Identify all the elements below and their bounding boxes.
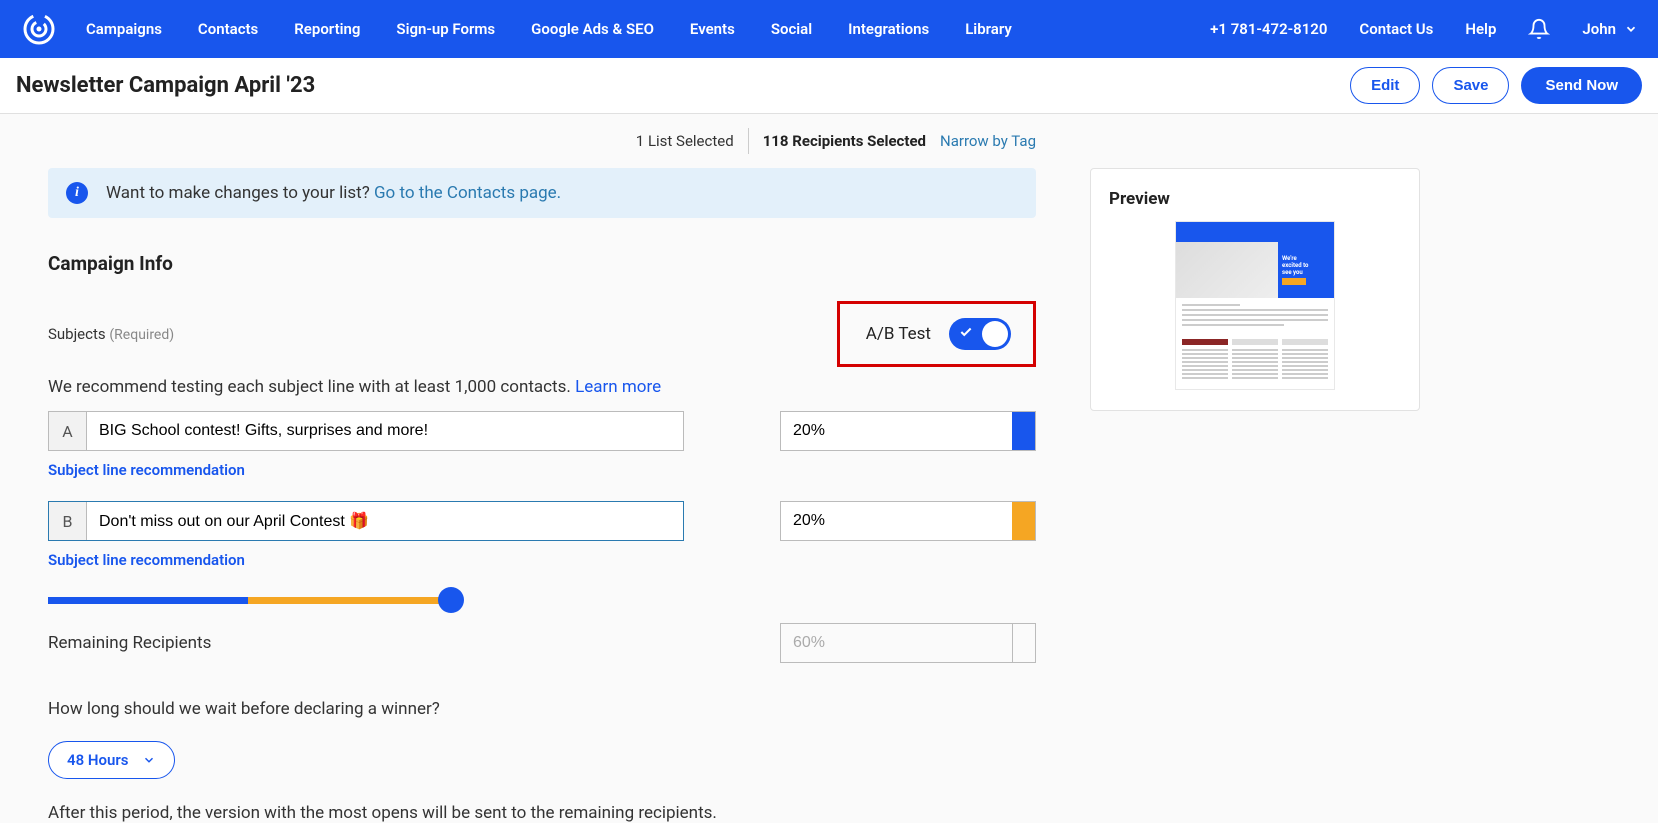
remaining-swatch	[1012, 624, 1035, 662]
winner-after-text: After this period, the version with the …	[48, 803, 1036, 823]
logo-icon[interactable]	[20, 10, 58, 48]
subject-b-percent-wrap	[780, 501, 1036, 541]
nav-help[interactable]: Help	[1465, 20, 1496, 38]
narrow-by-tag-link[interactable]: Narrow by Tag	[940, 132, 1036, 150]
info-text-prefix: Want to make changes to your list?	[106, 183, 374, 203]
nav-social[interactable]: Social	[771, 20, 812, 38]
ab-split-slider[interactable]	[48, 591, 458, 609]
thumb-hero-text: We're excited to see you	[1278, 242, 1334, 298]
subject-b-input[interactable]	[87, 502, 683, 540]
main: 1 List Selected 118 Recipients Selected …	[0, 114, 1658, 823]
nav-reporting[interactable]: Reporting	[294, 20, 360, 38]
nav-contacts[interactable]: Contacts	[198, 20, 258, 38]
thumb-hero: We're excited to see you	[1176, 242, 1334, 298]
remaining-percent-wrap	[780, 623, 1036, 663]
page-title: Newsletter Campaign April '23	[16, 73, 315, 98]
subject-a-input-wrap: A	[48, 411, 684, 451]
remaining-label: Remaining Recipients	[48, 633, 211, 653]
contacts-page-link[interactable]: Go to the Contacts page.	[374, 183, 561, 203]
nav-events[interactable]: Events	[690, 20, 735, 38]
subject-a-row: A	[48, 411, 1036, 451]
chevron-down-icon	[142, 753, 156, 767]
remaining-percent-input	[781, 624, 1012, 662]
save-button[interactable]: Save	[1432, 67, 1509, 104]
subjects-header-row: Subjects (Required) A/B Test	[48, 301, 1036, 367]
nav-phone[interactable]: +1 781-472-8120	[1210, 20, 1327, 38]
nav-contact-us[interactable]: Contact Us	[1359, 20, 1433, 38]
notifications-icon[interactable]	[1528, 18, 1550, 40]
info-banner: i Want to make changes to your list? Go …	[48, 168, 1036, 218]
subjects-required: (Required)	[109, 327, 174, 343]
sidebar: Preview We're excited to see you	[1090, 114, 1420, 823]
preview-thumbnail[interactable]: We're excited to see you	[1175, 221, 1335, 390]
nav-signup-forms[interactable]: Sign-up Forms	[396, 20, 495, 38]
subject-b-letter: B	[49, 502, 87, 540]
check-icon	[959, 325, 973, 343]
subject-b-input-wrap: B	[48, 501, 684, 541]
ab-test-highlight: A/B Test	[837, 301, 1036, 367]
remaining-row: Remaining Recipients	[48, 623, 1036, 663]
top-nav: Campaigns Contacts Reporting Sign-up For…	[0, 0, 1658, 58]
slider-knob[interactable]	[438, 587, 464, 613]
learn-more-link[interactable]: Learn more	[575, 377, 661, 397]
slider-track-b	[248, 597, 448, 604]
campaign-info-heading: Campaign Info	[48, 252, 1036, 275]
list-selected: 1 List Selected	[636, 132, 734, 150]
recipients-selected: 118 Recipients Selected	[763, 132, 926, 150]
info-text: Want to make changes to your list? Go to…	[106, 183, 561, 203]
ab-test-label: A/B Test	[866, 324, 931, 344]
toggle-knob	[982, 321, 1008, 347]
ab-test-toggle[interactable]	[949, 318, 1011, 350]
subject-a-swatch	[1012, 412, 1035, 450]
subject-a-input[interactable]	[87, 412, 683, 450]
subject-a-letter: A	[49, 412, 87, 450]
winner-question: How long should we wait before declaring…	[48, 699, 1036, 719]
nav-right: +1 781-472-8120 Contact Us Help John	[1210, 18, 1638, 40]
subjects-label: Subjects (Required)	[48, 325, 174, 343]
subheader: Newsletter Campaign April '23 Edit Save …	[0, 58, 1658, 114]
chevron-down-icon	[1624, 22, 1638, 36]
recommend-prefix: We recommend testing each subject line w…	[48, 377, 575, 397]
thumb-columns	[1176, 335, 1334, 389]
edit-button[interactable]: Edit	[1350, 67, 1420, 104]
content: 1 List Selected 118 Recipients Selected …	[0, 114, 1046, 823]
nav-google-ads[interactable]: Google Ads & SEO	[531, 20, 654, 38]
preview-title: Preview	[1109, 189, 1401, 209]
recipients-bar: 1 List Selected 118 Recipients Selected …	[48, 114, 1036, 168]
subject-b-swatch	[1012, 502, 1035, 540]
subject-b-percent-input[interactable]	[781, 502, 1012, 540]
info-icon: i	[66, 182, 88, 204]
thumb-hero-image	[1176, 242, 1278, 298]
recommend-text: We recommend testing each subject line w…	[48, 377, 1036, 397]
user-name: John	[1582, 20, 1616, 38]
subjects-label-text: Subjects	[48, 325, 106, 343]
nav-integrations[interactable]: Integrations	[848, 20, 929, 38]
divider	[748, 128, 749, 154]
subject-a-percent-wrap	[780, 411, 1036, 451]
thumb-body	[1176, 298, 1334, 335]
subject-a-recommendation-link[interactable]: Subject line recommendation	[48, 461, 1036, 479]
duration-value: 48 Hours	[67, 751, 128, 769]
thumb-cta	[1282, 278, 1306, 285]
thumb-header	[1176, 222, 1334, 242]
preview-panel: Preview We're excited to see you	[1090, 168, 1420, 411]
user-menu[interactable]: John	[1582, 20, 1638, 38]
send-now-button[interactable]: Send Now	[1521, 67, 1642, 104]
nav-items: Campaigns Contacts Reporting Sign-up For…	[86, 20, 1210, 38]
subject-b-row: B	[48, 501, 1036, 541]
subject-b-recommendation-link[interactable]: Subject line recommendation	[48, 551, 1036, 569]
subject-a-percent-input[interactable]	[781, 412, 1012, 450]
header-buttons: Edit Save Send Now	[1350, 67, 1642, 104]
duration-dropdown[interactable]: 48 Hours	[48, 741, 175, 779]
slider-track-a	[48, 597, 248, 604]
nav-campaigns[interactable]: Campaigns	[86, 20, 162, 38]
nav-library[interactable]: Library	[965, 20, 1012, 38]
